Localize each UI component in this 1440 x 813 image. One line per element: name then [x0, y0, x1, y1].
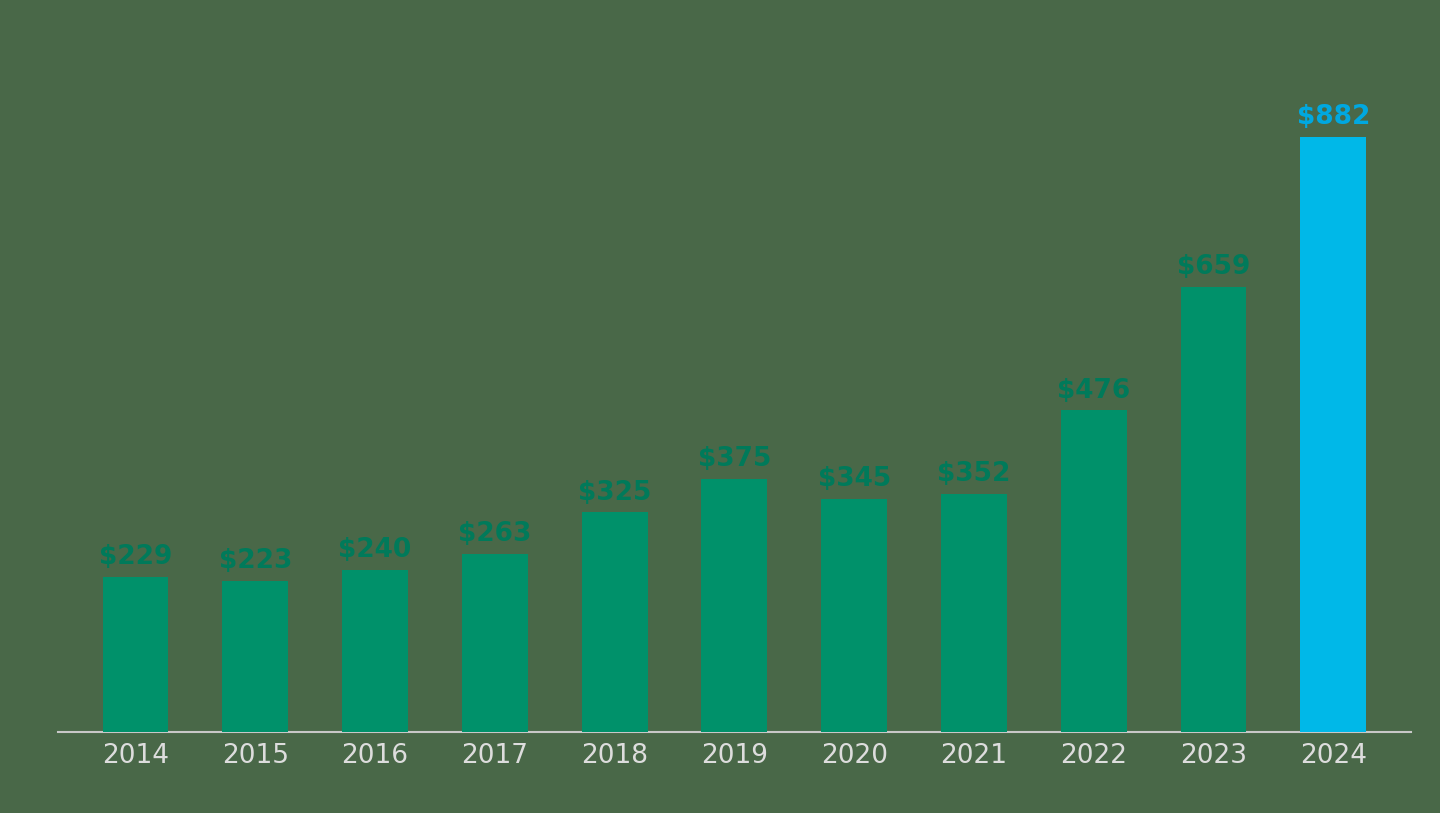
Bar [1061, 411, 1126, 732]
Bar [701, 479, 768, 732]
Text: $345: $345 [818, 466, 891, 492]
Text: $375: $375 [698, 446, 770, 472]
Bar [462, 554, 528, 732]
Bar [1181, 287, 1247, 732]
Bar [940, 494, 1007, 732]
Bar [222, 581, 288, 732]
Bar [1300, 137, 1367, 732]
Text: $229: $229 [99, 545, 173, 571]
Text: $659: $659 [1176, 254, 1250, 280]
Text: $882: $882 [1296, 104, 1369, 130]
Text: $240: $240 [338, 537, 412, 563]
Bar [343, 570, 408, 732]
Text: $325: $325 [577, 480, 651, 506]
Text: $352: $352 [937, 462, 1011, 488]
Bar [102, 577, 168, 732]
Text: $476: $476 [1057, 378, 1130, 404]
Text: $223: $223 [219, 549, 292, 575]
Bar [821, 499, 887, 732]
Bar [582, 512, 648, 732]
Text: $263: $263 [458, 521, 531, 547]
